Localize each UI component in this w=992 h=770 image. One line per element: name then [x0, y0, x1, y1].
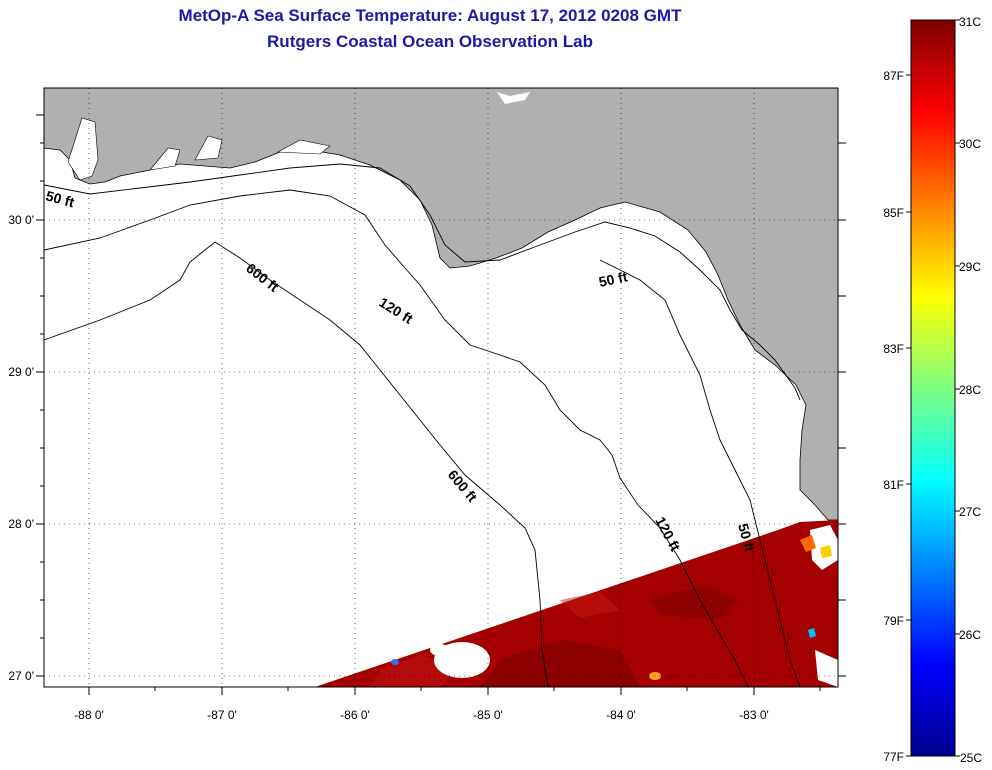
sst-swath-detail	[370, 525, 838, 687]
colorbar-label-c: 31C	[959, 15, 981, 29]
colorbar-label-f: 79F	[883, 614, 904, 628]
lat-tick-label: 29 0'	[8, 365, 34, 379]
map-subtitle: Rutgers Coastal Ocean Observation Lab	[267, 32, 593, 51]
colorbar-label-f: 81F	[883, 478, 904, 492]
colorbar-label-f: 87F	[883, 69, 904, 83]
lon-tick-label: -84 0'	[606, 708, 636, 722]
colorbar-label-c: 29C	[959, 260, 981, 274]
colorbar-label-c: 26C	[959, 628, 981, 642]
lat-tick-label: 30 0'	[8, 213, 34, 227]
lat-tick-label: 27 0'	[8, 669, 34, 683]
colorbar-label-f: 85F	[883, 206, 904, 220]
colorbar-label-f: 83F	[883, 342, 904, 356]
lat-tick-label: 28 0'	[8, 517, 34, 531]
axis-ticks	[36, 114, 846, 695]
map-title: MetOp-A Sea Surface Temperature: August …	[178, 6, 682, 25]
bay	[194, 135, 223, 161]
colorbar-ticks	[906, 19, 960, 757]
colorbar-label-c: 27C	[959, 505, 981, 519]
lon-tick-label: -85 0'	[473, 708, 503, 722]
colorbar-label-c: 28C	[959, 383, 981, 397]
bathymetry-contours	[44, 163, 801, 687]
colorbar-label-c: 30C	[959, 137, 981, 151]
lake	[497, 92, 530, 104]
contour-label: 50 ft	[44, 187, 76, 210]
lon-tick-label: -86 0'	[340, 708, 370, 722]
bay	[276, 139, 331, 155]
colorbar-label-f: 77F	[883, 750, 904, 764]
colorbar	[910, 19, 956, 757]
bay	[149, 147, 181, 171]
lon-tick-label: -88 0'	[74, 708, 104, 722]
bay	[67, 117, 99, 181]
lon-tick-label: -87 0'	[207, 708, 237, 722]
colorbar-label-c: 25C	[960, 751, 982, 765]
lon-tick-label: -83 0'	[739, 708, 769, 722]
map-frame	[43, 87, 839, 688]
contour-label: 50 ft	[735, 522, 758, 554]
land-area	[44, 88, 838, 521]
